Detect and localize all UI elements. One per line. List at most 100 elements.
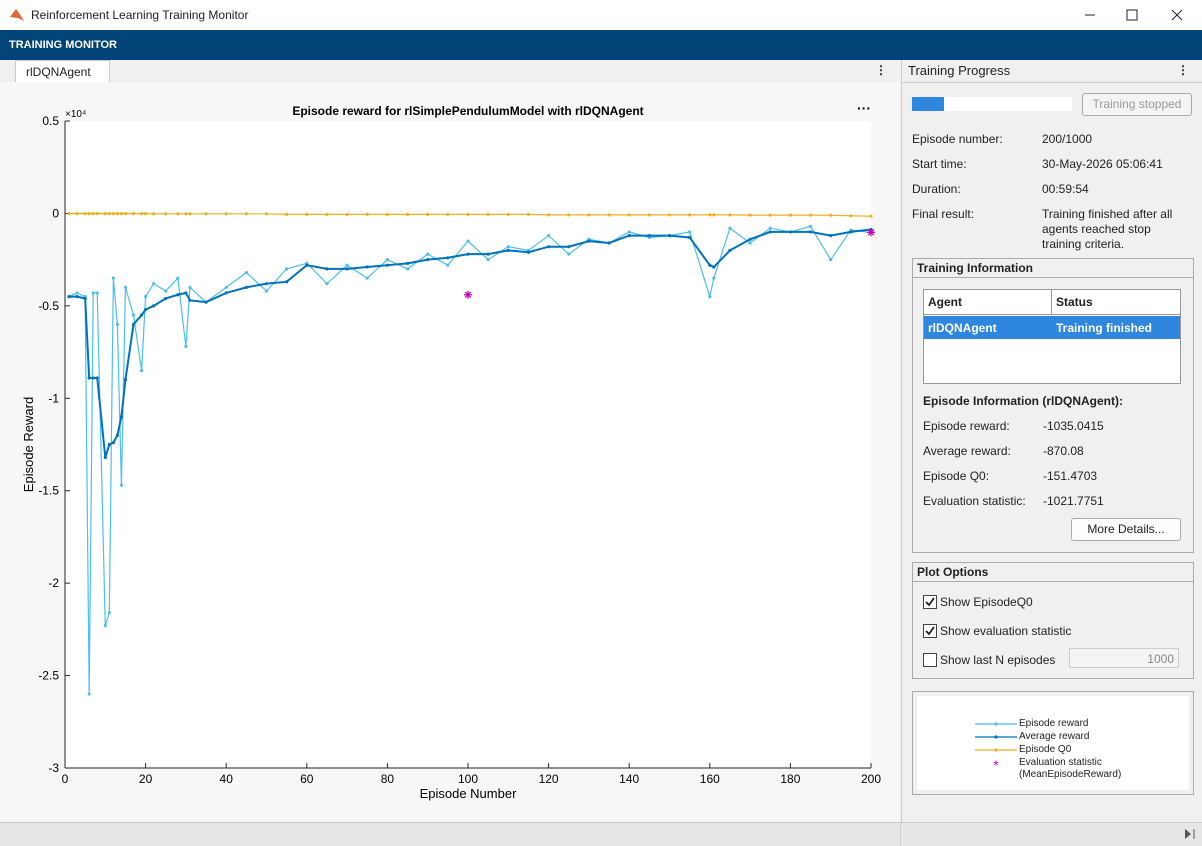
option-label: Show EpisodeQ0 xyxy=(940,595,1033,609)
series-point xyxy=(95,291,99,295)
series-point xyxy=(95,376,99,380)
training-information: Training Information Agent Status rlDQNA… xyxy=(912,258,1194,553)
series-point xyxy=(667,234,672,238)
series-point xyxy=(647,213,651,217)
series-point xyxy=(607,213,611,217)
series-point xyxy=(647,234,651,238)
series-point xyxy=(869,214,873,218)
toolstrip-title: TRAINING MONITOR xyxy=(9,39,117,51)
series-point xyxy=(119,415,124,419)
evaluation-point xyxy=(867,228,875,237)
series-point xyxy=(627,234,631,238)
info-value: -151.4703 xyxy=(1043,469,1098,483)
x-tick-label: 200 xyxy=(861,772,881,786)
series-point xyxy=(849,230,853,234)
window-controls[interactable] xyxy=(1070,0,1202,30)
box-title: Plot Options xyxy=(913,563,1193,582)
y-exponent: ×10⁴ xyxy=(65,109,86,120)
info-value: -1035.0415 xyxy=(1043,419,1104,433)
series-point xyxy=(119,483,124,487)
series-point xyxy=(688,213,692,217)
series-point xyxy=(728,213,732,217)
series-point xyxy=(526,250,531,254)
info-label: Evaluation statistic: xyxy=(923,494,1026,508)
series-point xyxy=(405,267,410,271)
x-tick-label: 60 xyxy=(300,772,314,786)
series-point xyxy=(176,276,180,280)
panel-menu[interactable]: ⋮ xyxy=(1177,63,1189,77)
series-point xyxy=(567,252,571,256)
field-value: 30-May-2026 05:06:41 xyxy=(1042,157,1163,171)
y-tick-label: 0 xyxy=(52,206,59,220)
series-point xyxy=(123,378,128,382)
x-tick-label: 0 xyxy=(62,772,69,786)
series-point xyxy=(111,212,115,216)
tab[interactable]: rlDQNAgent xyxy=(15,60,110,82)
side-panel: Training Progress ⋮ Training stopped Tra… xyxy=(901,60,1202,822)
axes-menu[interactable]: ··· xyxy=(857,100,871,116)
legend-symbol xyxy=(975,744,1017,754)
series-point xyxy=(446,263,450,267)
legend-label: Evaluation statistic (MeanEpisodeReward) xyxy=(1019,757,1122,780)
series-point xyxy=(285,212,289,216)
legend-line xyxy=(975,722,1017,726)
checkbox[interactable] xyxy=(923,653,937,667)
series-point xyxy=(115,212,119,216)
checkbox[interactable] xyxy=(923,595,937,609)
series-point xyxy=(204,300,208,304)
series-point xyxy=(188,212,192,216)
series-point xyxy=(184,212,188,216)
table-cell: rlDQNAgent xyxy=(928,321,997,335)
series-point xyxy=(144,295,148,299)
series-point xyxy=(788,213,793,217)
series-point xyxy=(131,212,136,216)
series-point xyxy=(139,368,144,373)
field-value: 00:59:54 xyxy=(1042,182,1089,196)
series-point xyxy=(446,212,450,216)
legend-symbol: * xyxy=(975,757,1017,773)
series-point xyxy=(123,285,128,289)
legend-box: Episode reward Average reward Episode Q0 * E… xyxy=(912,691,1194,795)
evaluation-point xyxy=(464,290,472,299)
tab-menu[interactable]: ⋮ xyxy=(875,63,887,77)
series-point xyxy=(144,212,148,216)
info-value: -870.08 xyxy=(1043,444,1084,458)
divider xyxy=(902,82,1202,83)
series-point xyxy=(91,212,95,216)
y-tick-label: 0.5 xyxy=(42,114,59,128)
table-row[interactable] xyxy=(924,316,1180,339)
series-point xyxy=(152,282,156,286)
table-cell: Training finished xyxy=(1056,321,1153,335)
more-details-button[interactable]: More Details... xyxy=(1071,518,1181,541)
series-point xyxy=(325,267,329,271)
series-point xyxy=(405,261,410,265)
series-point xyxy=(506,248,510,252)
option-label: Show evaluation statistic xyxy=(940,624,1072,638)
field-label: Episode number: xyxy=(912,132,1003,146)
series-point xyxy=(264,289,269,293)
collapse-icon[interactable] xyxy=(1184,828,1196,840)
window-title: Reinforcement Learning Training Monitor xyxy=(31,8,249,22)
series-point xyxy=(244,285,248,289)
series-point xyxy=(547,213,551,217)
divider xyxy=(900,823,901,846)
series-point xyxy=(152,212,156,216)
field-value: Training finished after all agents reach… xyxy=(1042,207,1173,251)
series-point xyxy=(176,293,180,297)
series-point xyxy=(111,276,115,280)
last-n-input[interactable]: 1000 xyxy=(1069,648,1179,668)
series-point xyxy=(107,442,111,447)
series-point xyxy=(75,295,79,299)
series-point xyxy=(305,263,309,267)
series-point xyxy=(587,239,591,243)
series-point xyxy=(144,307,148,312)
plot-pane: Episode reward for rlSimplePendulumModel… xyxy=(0,82,900,822)
checkbox[interactable] xyxy=(923,624,937,638)
series-point xyxy=(95,212,99,216)
series-point xyxy=(184,291,188,295)
series-point xyxy=(224,285,228,289)
series-point xyxy=(345,263,349,267)
y-tick-label: -1 xyxy=(48,391,59,405)
series-point xyxy=(224,291,228,295)
legend-label: Episode Q0 xyxy=(1019,744,1072,755)
